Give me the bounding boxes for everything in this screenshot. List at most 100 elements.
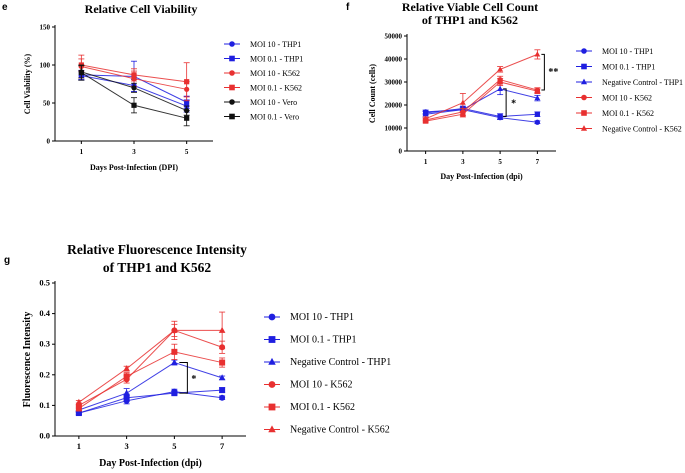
legend-marker: [581, 63, 587, 70]
data-point: [219, 387, 226, 394]
data-point: [75, 410, 82, 417]
x-tick-label: 5: [185, 148, 189, 156]
x-axis-label: Days Post-Infection (DPI): [90, 163, 178, 172]
significance-bracket: [541, 53, 545, 91]
legend-entry: Negative Control - K562: [264, 425, 390, 436]
legend-label: MOI 0.1 - K562: [250, 84, 302, 93]
legend-label: MOI 0.1 - THP1: [602, 63, 655, 72]
legend-marker: [268, 313, 276, 321]
legend-entry: MOI 0.1 - K562: [576, 109, 654, 118]
x-tick-label: 1: [80, 148, 84, 156]
series-line: [425, 79, 538, 121]
legend-label: MOI 0.1 - K562: [290, 402, 355, 413]
series-2: [422, 82, 541, 118]
y-tick-label: 150: [40, 24, 51, 32]
data-point: [75, 398, 83, 405]
y-tick-label: 0.0: [39, 431, 50, 441]
significance-bracket: [179, 362, 188, 394]
legend-label: MOI 0.1 - K562: [602, 109, 654, 118]
data-point: [131, 102, 137, 108]
y-tick-label: 0: [399, 148, 403, 156]
data-point: [422, 115, 429, 121]
panel-label-e: e: [2, 2, 8, 13]
legend-entry: Negative Control - THP1: [264, 357, 391, 368]
series-5: [422, 49, 541, 122]
data-point: [218, 326, 226, 333]
data-point: [184, 99, 190, 105]
data-point: [534, 111, 540, 117]
data-point: [171, 390, 178, 397]
legend-entry: Negative Control - THP1: [576, 78, 683, 87]
data-point: [171, 326, 178, 333]
legend-entry: MOI 10 - K562: [224, 69, 300, 78]
y-tick-label: 10000: [385, 125, 403, 133]
legend-entry: MOI 0.1 - Vero: [224, 113, 299, 122]
legend-marker: [229, 55, 235, 62]
significance-bracket: [503, 88, 507, 117]
data-point: [218, 374, 226, 381]
data-point: [497, 66, 503, 72]
legend-entry: MOI 10 - K562: [576, 94, 652, 103]
significance-marker: **: [548, 67, 558, 78]
series-line: [425, 81, 538, 122]
data-point: [460, 111, 466, 117]
series-2: [75, 358, 226, 413]
panel-label-g: g: [4, 255, 10, 266]
data-point: [534, 88, 540, 94]
x-tick-label: 7: [220, 441, 225, 451]
data-point: [184, 79, 190, 85]
legend-marker: [268, 381, 276, 388]
data-point: [497, 85, 503, 91]
series-4: [422, 78, 541, 124]
data-point: [423, 118, 429, 124]
y-tick-label: 30000: [385, 79, 403, 87]
legend-entry: MOI 10 - THP1: [224, 40, 301, 49]
legend-entry: MOI 10 - THP1: [264, 312, 354, 323]
y-tick-label: 0.5: [39, 278, 50, 288]
series-line: [78, 329, 223, 403]
chart-fluorescence-intensity: Relative Fluorescence Intensity of THP1 a…: [22, 242, 391, 469]
legend-marker: [229, 41, 235, 47]
series-1: [75, 387, 226, 417]
series-line: [78, 362, 223, 411]
legend-marker: [229, 84, 235, 91]
legend-marker: [229, 99, 235, 105]
series-line: [78, 391, 223, 414]
legend-label: MOI 10 - THP1: [602, 47, 653, 56]
legend-marker: [268, 357, 276, 365]
chart-title: of THP1 and K562: [422, 13, 518, 27]
y-axis-label: Cell Count (cells): [368, 64, 377, 123]
legend-label: MOI 10 - K562: [602, 94, 652, 103]
data-point: [184, 115, 190, 121]
legend-entry: MOI 0.1 - K562: [264, 402, 355, 413]
legend-marker: [581, 94, 587, 101]
y-tick-label: 100: [40, 62, 51, 70]
series-0: [422, 106, 541, 125]
legend-marker: [229, 70, 235, 76]
legend-label: MOI 10 - THP1: [250, 40, 301, 49]
legend-label: Negative Control - K562: [290, 425, 390, 436]
x-tick-label: 1: [424, 158, 428, 166]
legend-label: Negative Control - K562: [602, 125, 682, 134]
legend-entry: Negative Control - K562: [576, 125, 682, 134]
series-line: [425, 88, 538, 115]
legend-marker: [268, 425, 276, 433]
chart-title: Relative Fluorescence Intensity: [67, 242, 247, 257]
y-tick-label: 0: [47, 138, 51, 146]
legend-label: Negative Control - THP1: [602, 78, 683, 87]
legend-label: MOI 0.1 - Vero: [250, 113, 299, 122]
x-tick-label: 3: [132, 148, 136, 156]
data-point: [219, 394, 226, 401]
legend-label: MOI 0.1 - THP1: [290, 335, 356, 346]
series-line: [425, 53, 538, 120]
data-point: [460, 99, 466, 105]
data-point: [422, 111, 429, 117]
legend-entry: MOI 0.1 - THP1: [224, 55, 303, 64]
legend-entry: MOI 10 - THP1: [576, 47, 653, 56]
data-point: [75, 405, 82, 412]
y-tick-label: 0.4: [39, 308, 50, 318]
x-tick-label: 3: [125, 441, 129, 451]
legend-label: MOI 10 - K562: [290, 380, 353, 391]
legend-label: MOI 10 - Vero: [250, 98, 297, 107]
